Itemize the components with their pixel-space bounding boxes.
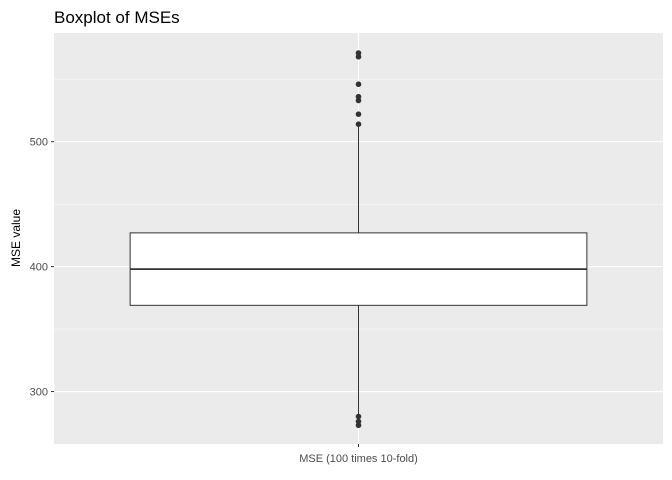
outlier-point: [355, 121, 362, 127]
outlier-point: [355, 111, 362, 118]
y-tick-label: 300: [30, 387, 48, 399]
box-marks: [129, 50, 588, 429]
y-axis: 300 400 500: [30, 137, 54, 399]
outlier-point: [355, 53, 362, 60]
x-axis: MSE (100 times 10-fold): [299, 444, 418, 465]
outlier-point: [355, 97, 362, 104]
x-tick-label: MSE (100 times 10-fold): [299, 453, 418, 465]
outlier-point: [355, 413, 362, 420]
y-tick-label: 500: [30, 137, 48, 149]
outlier-point: [355, 422, 362, 429]
chart-title: Boxplot of MSEs: [54, 8, 180, 27]
y-tick-label: 400: [30, 262, 48, 274]
outlier-point: [355, 81, 362, 88]
y-axis-title: MSE value: [9, 209, 23, 267]
